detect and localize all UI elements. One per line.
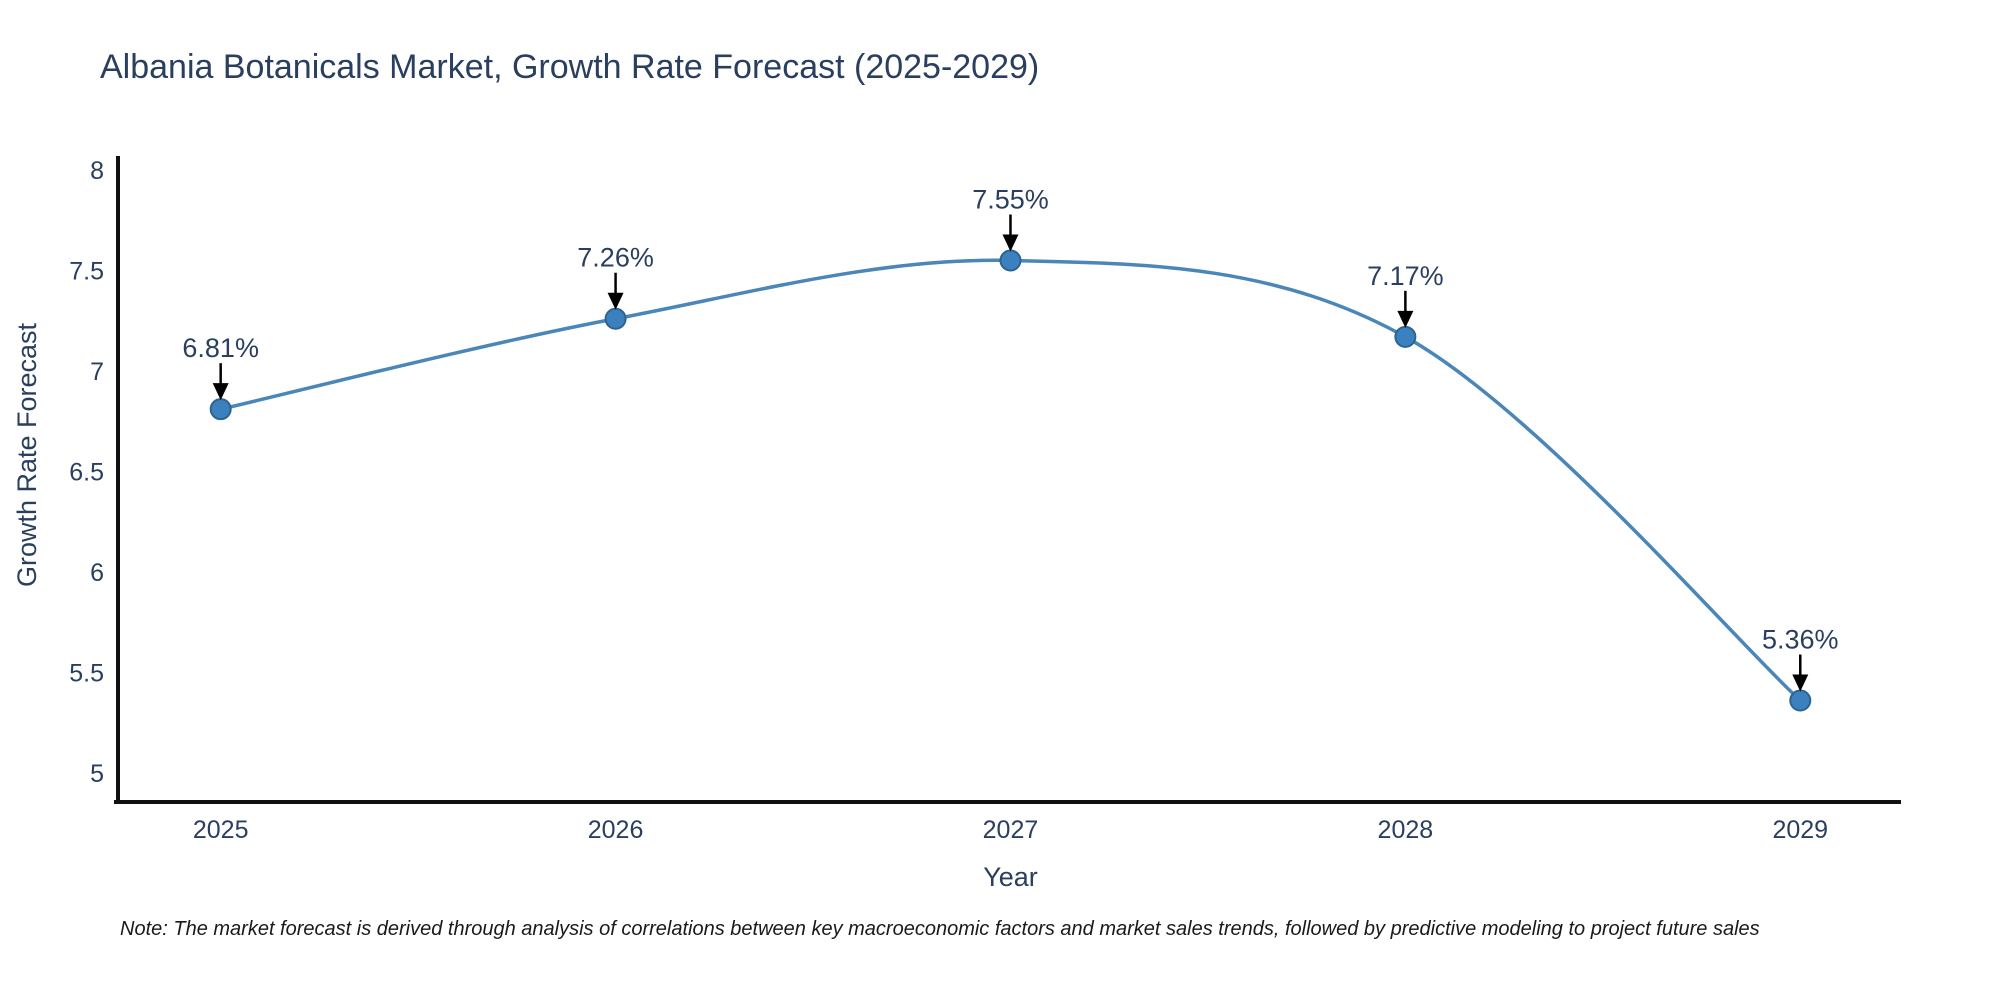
point-value-label: 7.17% — [1367, 261, 1444, 291]
y-tick-label: 6 — [90, 559, 104, 587]
y-tick-label: 5 — [90, 760, 104, 788]
forecast-line — [218, 258, 1803, 703]
data-point-2025[interactable] — [209, 398, 232, 421]
x-tick-label: 2029 — [1772, 816, 1828, 844]
y-tick-label: 7 — [90, 358, 104, 386]
point-value-label: 7.55% — [972, 184, 1049, 214]
y-tick-label: 8 — [90, 157, 104, 185]
x-axis-title: Year — [983, 862, 1038, 892]
point-value-label: 6.81% — [182, 333, 259, 363]
x-tick-label: 2026 — [588, 816, 644, 844]
y-tick-label: 7.5 — [69, 258, 104, 286]
data-point-2027[interactable] — [999, 249, 1022, 272]
data-point-2026[interactable] — [604, 307, 627, 330]
annotation-arrowhead — [1002, 234, 1019, 252]
annotation-arrowhead — [1397, 310, 1414, 328]
y-tick-label: 6.5 — [69, 458, 104, 486]
y-axis-title: Growth Rate Forecast — [12, 322, 42, 587]
point-value-label: 5.36% — [1762, 625, 1839, 655]
footnote: Note: The market forecast is derived thr… — [120, 918, 1760, 940]
annotation-arrowhead — [607, 292, 624, 310]
point-value-label: 7.26% — [577, 243, 654, 273]
annotation-arrowhead — [212, 383, 229, 401]
data-point-2028[interactable] — [1394, 325, 1417, 348]
annotation-arrowhead — [1792, 674, 1809, 692]
x-tick-label: 2027 — [983, 816, 1039, 844]
y-tick-label: 5.5 — [69, 659, 104, 687]
data-point-2029[interactable] — [1789, 689, 1812, 712]
x-tick-label: 2025 — [193, 816, 249, 844]
chart-title: Albania Botanicals Market, Growth Rate F… — [100, 48, 1040, 86]
x-tick-label: 2028 — [1378, 816, 1434, 844]
